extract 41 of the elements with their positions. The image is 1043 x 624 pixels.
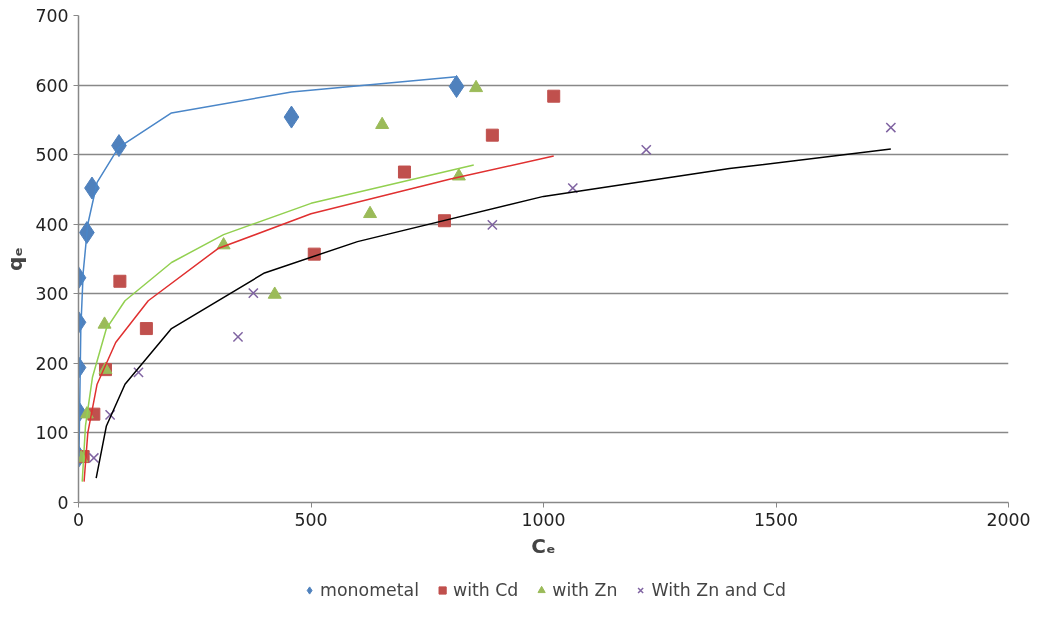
y-tick-label: 500 xyxy=(35,145,69,166)
point xyxy=(133,367,144,378)
point xyxy=(547,89,561,103)
point xyxy=(397,165,411,179)
y-tick-label: 700 xyxy=(35,6,69,26)
line-series xyxy=(83,155,555,483)
point xyxy=(247,287,259,299)
legend-label: with Cd xyxy=(452,580,519,600)
point xyxy=(113,274,127,288)
y-tick-label: 0 xyxy=(57,493,69,513)
line-series xyxy=(95,148,892,479)
y-tick-label: 400 xyxy=(35,214,69,235)
point xyxy=(104,409,116,421)
point xyxy=(469,79,484,93)
legend-label: with Zn xyxy=(552,580,618,600)
line-series xyxy=(81,164,475,483)
point xyxy=(885,122,897,133)
point xyxy=(139,322,153,336)
point xyxy=(363,205,378,219)
point xyxy=(267,286,282,299)
x-axis-title: Cₑ xyxy=(531,533,556,558)
point xyxy=(640,144,652,156)
y-axis-title: qₑ xyxy=(3,247,28,271)
x-tick-label: 1500 xyxy=(753,509,799,530)
point xyxy=(567,182,579,194)
legend-label: With Zn and Cd xyxy=(651,580,786,600)
x-tick-label: 1000 xyxy=(521,509,566,530)
point xyxy=(97,316,112,329)
y-tick-label: 100 xyxy=(35,423,69,444)
point xyxy=(88,452,100,464)
x-tick-label: 2000 xyxy=(986,509,1031,530)
y-tick-label: 300 xyxy=(35,284,69,305)
x-tick-label: 0 xyxy=(72,509,85,530)
point xyxy=(375,116,390,129)
legend-label: monometal xyxy=(320,580,419,600)
point xyxy=(485,128,499,142)
x-tick-label: 500 xyxy=(294,509,328,530)
point xyxy=(232,331,244,343)
y-tick-label: 600 xyxy=(35,75,69,96)
y-tick-label: 200 xyxy=(35,353,69,374)
point xyxy=(487,219,498,231)
